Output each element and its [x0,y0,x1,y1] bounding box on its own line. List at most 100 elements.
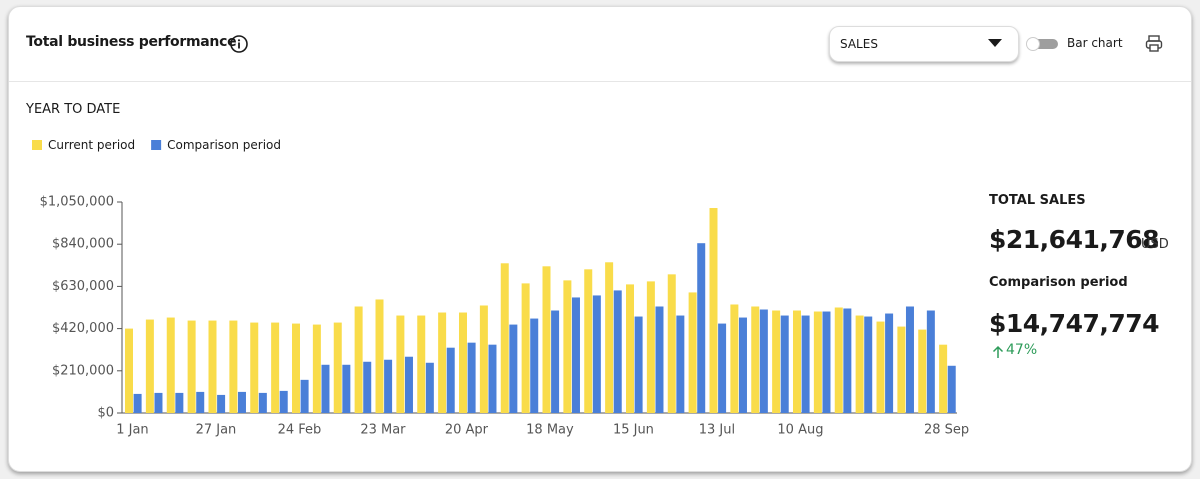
comparison-label: Comparison period [989,275,1128,290]
bar [467,342,476,413]
bar [855,315,864,413]
x-tick-label: 28 Sep [924,423,969,438]
legend-swatch [151,140,162,150]
currency: USD [1141,237,1169,252]
bar [258,392,267,413]
bar [646,281,655,413]
chart: $0 $210,000 $420,000 $630,000 $840,000 $1,050… [32,138,969,438]
bar [321,364,330,413]
bar [634,316,643,413]
y-tick-label: $840,000 [52,237,114,252]
bar [133,393,142,413]
bar [217,394,226,413]
bar [864,316,873,413]
bar [312,324,321,413]
bar [271,322,280,413]
total-value: $21,641,768 [989,225,1160,254]
bar [375,299,384,413]
bar [175,392,184,413]
bar [250,322,259,413]
bar [509,324,518,413]
bar [759,309,768,413]
y-tick-label: $1,050,000 [40,195,114,210]
change-percent: 47% [1006,342,1038,358]
bar [342,364,351,413]
bar [333,322,342,413]
total-label: TOTAL SALES [989,193,1086,208]
card-title: Total business performance [26,34,237,50]
bar [542,266,551,413]
bar [738,317,747,413]
x-tick-label: 1 Jan [116,423,148,438]
bar [154,392,163,413]
bar-chart-toggle[interactable] [1025,37,1058,51]
y-tick-label: $210,000 [52,363,114,378]
bar [885,313,894,413]
bar [772,310,781,413]
up-arrow [992,345,1004,358]
bar [208,320,217,413]
bar [793,310,801,413]
bar [404,356,413,413]
bar [918,329,927,413]
bar [396,315,405,413]
bar [897,326,906,413]
bar [279,390,288,413]
metric-dropdown[interactable]: SALES [829,26,1019,62]
bar [438,312,447,413]
y-tick-label: $0 [97,406,114,421]
x-tick-label: 24 Feb [278,423,322,438]
bar [292,323,300,413]
period-label: YEAR TO DATE [26,102,121,117]
bar [876,321,885,413]
bar [605,262,614,413]
bar [166,317,175,413]
bar [780,315,789,413]
bar [813,311,822,413]
toggle-label: Bar chart [1067,36,1123,50]
bar [187,320,196,413]
legend-label: Current period [48,138,135,152]
bar [563,280,572,413]
bar [125,328,133,413]
bar [584,269,593,413]
x-tick-label: 13 Jul [699,423,735,438]
print-button[interactable] [1145,34,1163,54]
bar [459,312,467,413]
bar [551,310,560,413]
bar [592,295,601,413]
bar [939,344,948,413]
bar [425,362,434,413]
x-tick-label: 18 May [526,423,574,438]
bar [655,306,664,413]
bar [237,391,246,413]
bar [688,292,697,413]
bar [834,307,843,413]
bar [730,304,739,413]
bar [479,305,488,413]
bar [843,308,852,413]
dropdown-value: SALES [840,37,878,51]
card-header: Total business performance SALES Bar cha… [9,7,1191,82]
bar [417,315,426,413]
x-tick-label: 20 Apr [445,423,489,438]
bar [613,290,622,413]
info-icon[interactable] [229,34,249,54]
bar [709,208,718,413]
x-tick-label: 23 Mar [360,423,406,438]
bar [571,297,580,413]
bar [500,263,509,413]
bar [229,320,238,413]
y-tick-label: $420,000 [52,321,114,336]
bar [926,310,935,413]
bar [145,319,154,413]
bar [947,365,956,413]
legend-label: Comparison period [167,138,281,152]
x-tick-label: 15 Jun [613,423,654,438]
x-tick-label: 10 Aug [777,423,823,438]
bar [697,243,706,413]
bar [676,315,685,413]
bar [801,315,810,413]
bar [488,344,497,413]
